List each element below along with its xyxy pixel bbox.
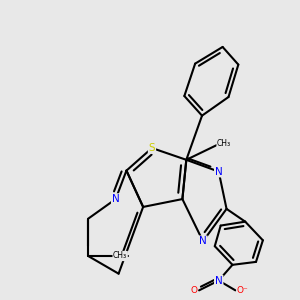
Text: N: N [199, 236, 207, 246]
Text: N: N [215, 275, 223, 286]
Text: N: N [112, 194, 119, 204]
Text: O: O [190, 286, 197, 295]
Text: CH₃: CH₃ [113, 251, 127, 260]
Text: N: N [215, 167, 223, 177]
Text: CH₃: CH₃ [217, 139, 231, 148]
Text: S: S [149, 143, 155, 153]
Text: O⁻: O⁻ [237, 286, 249, 295]
